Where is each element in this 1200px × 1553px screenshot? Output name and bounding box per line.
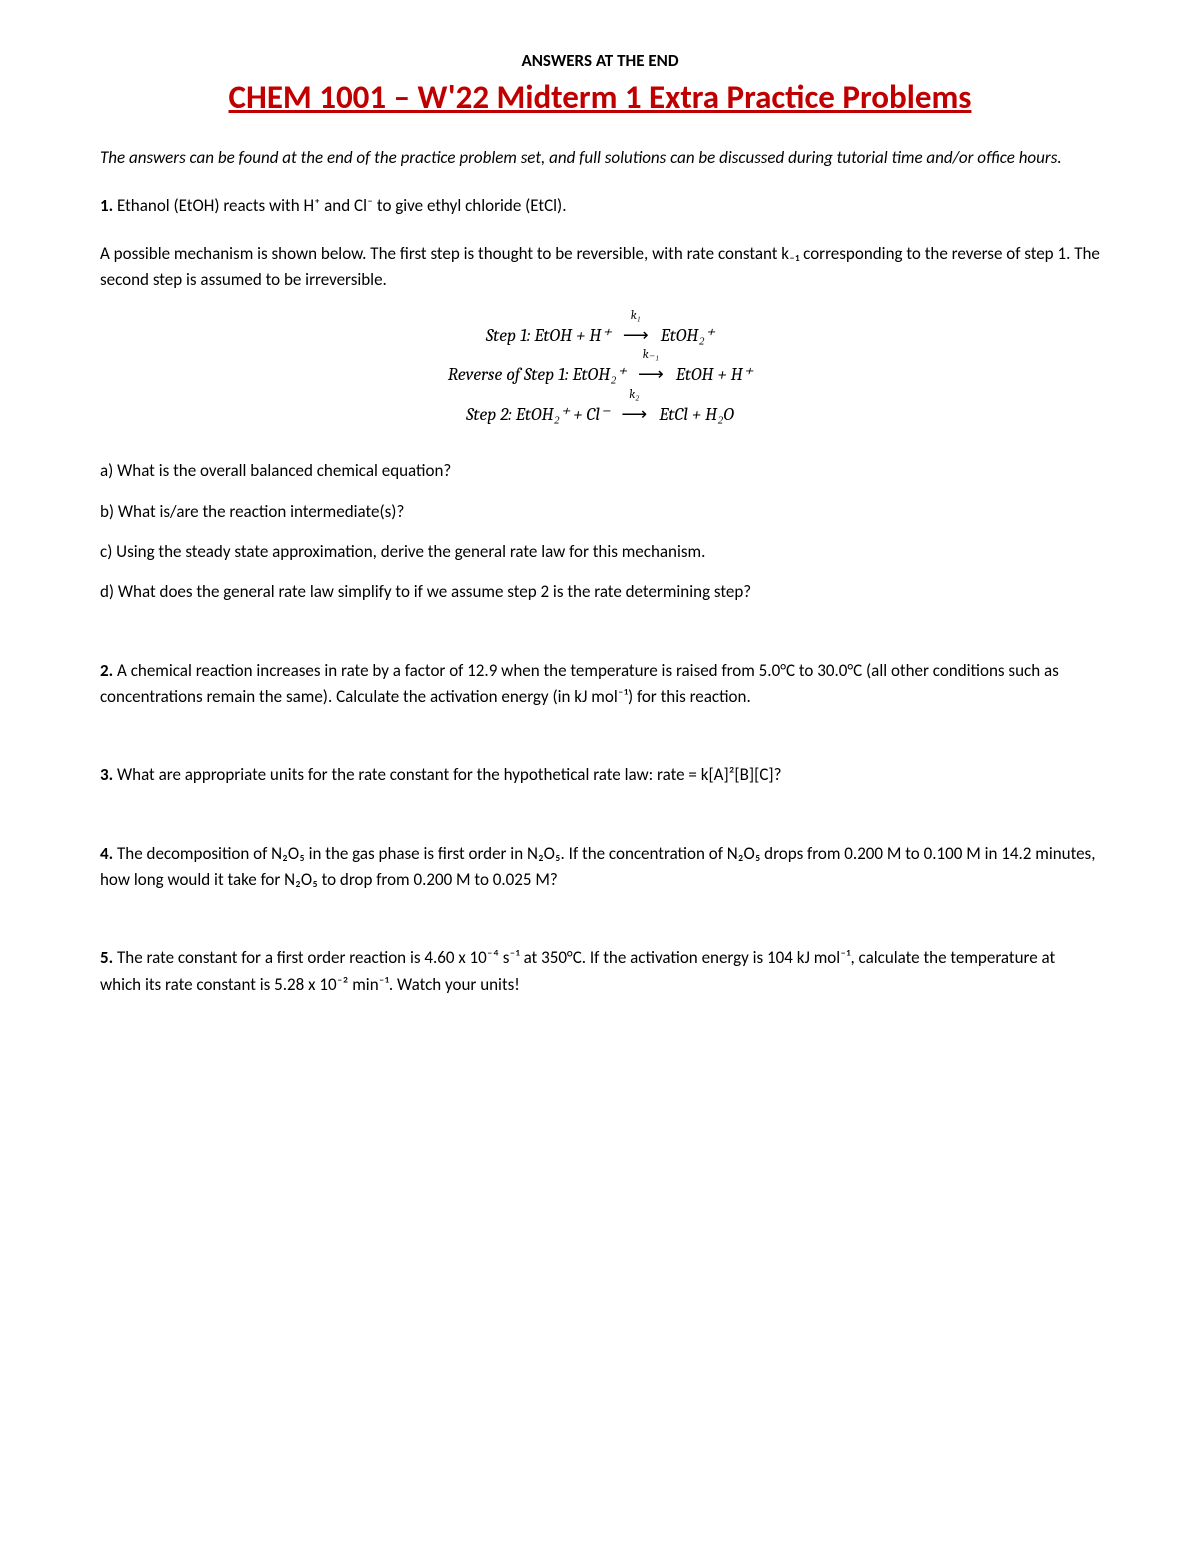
- q4-number: 4.: [100, 843, 113, 864]
- q1-part-c: c) Using the steady state approximation,…: [100, 539, 1100, 565]
- q5: 5. The rate constant for a first order r…: [100, 945, 1100, 998]
- equation-step1: Step 1: EtOH + H⁺ k₁ ⟶ EtOH₂⁺: [100, 316, 1100, 356]
- equation-reverse-step1: Reverse of Step 1: EtOH₂⁺ k₋₁ ⟶ EtOH + H…: [100, 355, 1100, 395]
- q2: 2. A chemical reaction increases in rate…: [100, 658, 1100, 711]
- arrow-wrap-3: k₂ ⟶: [621, 395, 647, 435]
- q1-part-a: a) What is the overall balanced chemical…: [100, 458, 1100, 484]
- equation-step2: Step 2: EtOH₂⁺ + Cl⁻ k₂ ⟶ EtCl + H₂O: [100, 395, 1100, 435]
- q2-number: 2.: [100, 660, 113, 681]
- eq1-right: EtOH₂⁺: [661, 325, 715, 346]
- q1-part-b: b) What is/are the reaction intermediate…: [100, 499, 1100, 525]
- q3-number: 3.: [100, 764, 113, 785]
- eq3-left: Step 2: EtOH₂⁺ + Cl⁻: [466, 404, 609, 425]
- q1-mechanism-text: A possible mechanism is shown below. The…: [100, 241, 1100, 294]
- q4: 4. The decomposition of N₂O₅ in the gas …: [100, 841, 1100, 894]
- q5-number: 5.: [100, 947, 113, 968]
- eq1-left: Step 1: EtOH + H⁺: [486, 325, 611, 346]
- q3: 3. What are appropriate units for the ra…: [100, 762, 1100, 788]
- q4-text: The decomposition of N₂O₅ in the gas pha…: [100, 843, 1095, 890]
- q3-text: What are appropriate units for the rate …: [113, 764, 781, 785]
- eq3-right: EtCl + H₂O: [659, 404, 734, 425]
- q1-number: 1.: [100, 195, 113, 216]
- eq2-right: EtOH + H⁺: [676, 364, 753, 385]
- q1-part-d: d) What does the general rate law simpli…: [100, 579, 1100, 605]
- equations-block: Step 1: EtOH + H⁺ k₁ ⟶ EtOH₂⁺ Reverse of…: [100, 316, 1100, 435]
- intro-text: The answers can be found at the end of t…: [100, 145, 1100, 171]
- main-title: CHEM 1001 – W'22 Midterm 1 Extra Practic…: [100, 77, 1100, 117]
- eq3-k-label: k₂: [621, 381, 647, 407]
- header-small: ANSWERS AT THE END: [100, 50, 1100, 71]
- q5-text: The rate constant for a first order reac…: [100, 947, 1055, 994]
- q1-intro-text: Ethanol (EtOH) reacts with H⁺ and Cl⁻ to…: [113, 195, 566, 216]
- eq2-left: Reverse of Step 1: EtOH₂⁺: [448, 364, 626, 385]
- q2-text: A chemical reaction increases in rate by…: [100, 660, 1059, 707]
- eq1-k-label: k₁: [623, 302, 649, 328]
- q1-intro: 1. Ethanol (EtOH) reacts with H⁺ and Cl⁻…: [100, 193, 1100, 219]
- eq2-k-label: k₋₁: [638, 341, 664, 367]
